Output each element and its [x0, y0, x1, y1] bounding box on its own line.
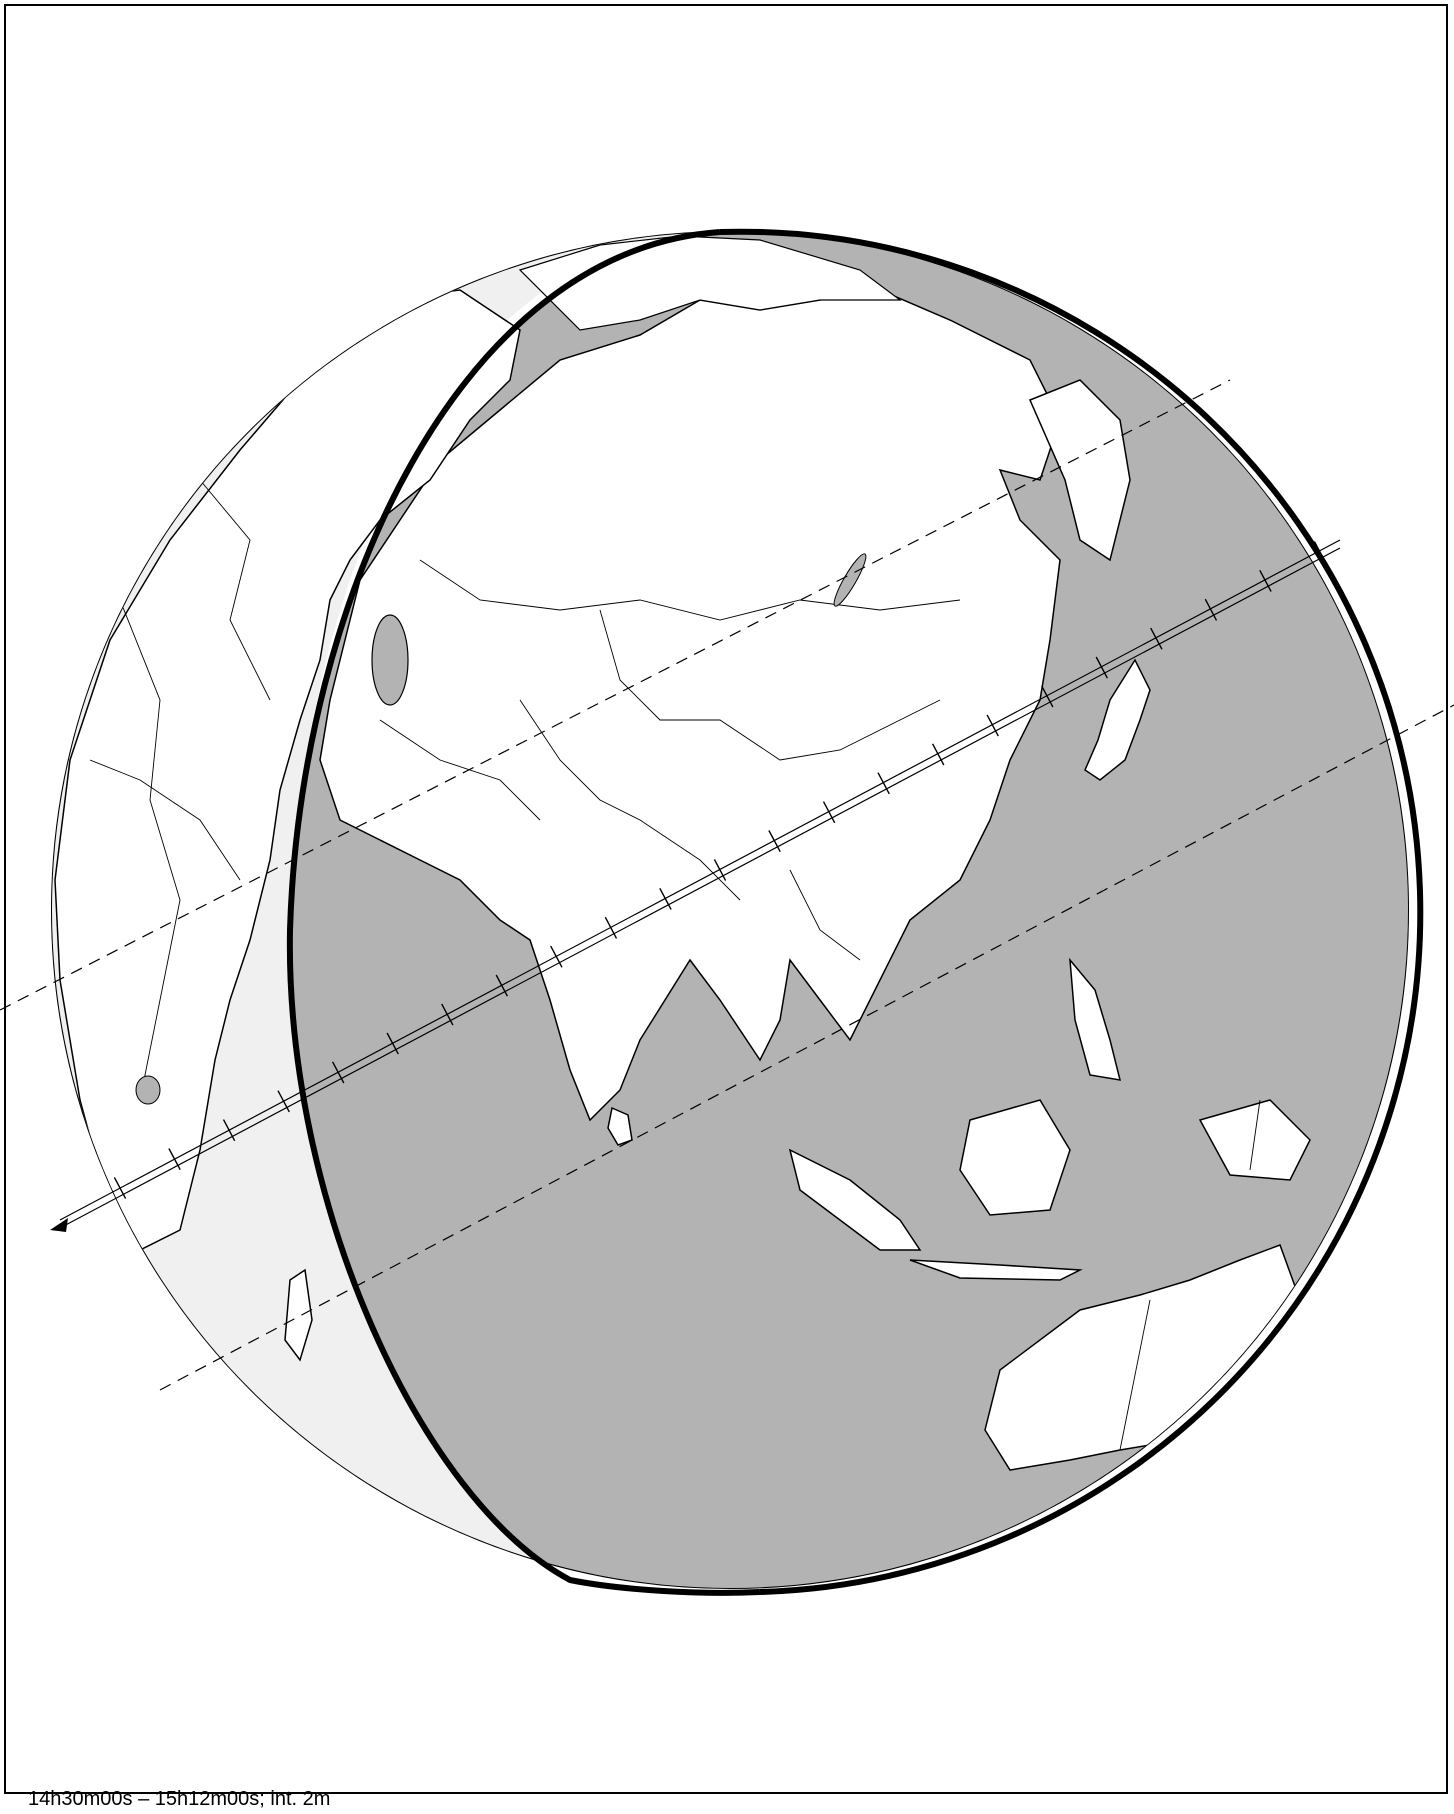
time-tick-mark	[1204, 598, 1218, 621]
time-tick-mark	[1095, 656, 1109, 679]
southern-limit-dashed	[159, 704, 1454, 1391]
time-tick-mark	[277, 1090, 290, 1113]
northern-limit-dashed	[0, 379, 1231, 1011]
borneo-island	[959, 1099, 1071, 1216]
lake-victoria	[135, 1075, 161, 1105]
time-tick-mark	[1041, 685, 1054, 708]
time-tick-mark	[331, 1061, 345, 1084]
japan-islands	[1084, 658, 1151, 781]
new-guinea-island	[1198, 1099, 1311, 1181]
terminator-boundary	[286, 229, 761, 1596]
time-tick-mark	[113, 1177, 127, 1199]
philippines-islands	[1069, 957, 1122, 1081]
asia-landmass	[319, 289, 1061, 1122]
time-tick-mark	[1259, 569, 1272, 592]
europe-africa-landmass	[54, 289, 521, 1251]
indonesia-islands	[788, 1148, 922, 1251]
sri-lanka-island	[607, 1106, 633, 1146]
time-tick-mark	[877, 772, 890, 795]
map-frame	[4, 4, 1448, 1794]
madagascar-island	[284, 1268, 313, 1362]
time-tick-mark	[222, 1119, 236, 1142]
time-tick-mark	[441, 1003, 454, 1026]
time-tick-mark	[168, 1148, 181, 1171]
time-ticks	[113, 541, 1327, 1199]
time-tick-mark	[822, 801, 836, 824]
time-tick-mark	[550, 945, 563, 968]
time-tick-mark	[1313, 541, 1327, 563]
time-tick-mark	[986, 714, 999, 737]
time-tick-mark	[659, 887, 672, 910]
caspian-sea	[371, 614, 409, 706]
globe-east-limb-heavy	[719, 228, 1424, 1595]
direction-arrow-icon	[50, 1218, 68, 1232]
time-tick-mark	[931, 743, 945, 766]
time-tick-mark	[768, 830, 781, 853]
time-tick-mark	[1150, 627, 1163, 650]
time-tick-mark	[604, 916, 618, 939]
central-track	[59, 539, 1341, 1221]
time-tick-mark	[386, 1032, 399, 1055]
far-east-peninsula	[1029, 379, 1131, 562]
country-borders	[89, 479, 1261, 1451]
java-island	[909, 1259, 1083, 1281]
time-tick-mark	[713, 859, 727, 881]
central-track-parallel	[59, 547, 1341, 1229]
time-tick-mark	[495, 974, 509, 997]
time-range-caption: 14h30m00s – 15h12m00s; int. 2m	[28, 1788, 331, 1810]
